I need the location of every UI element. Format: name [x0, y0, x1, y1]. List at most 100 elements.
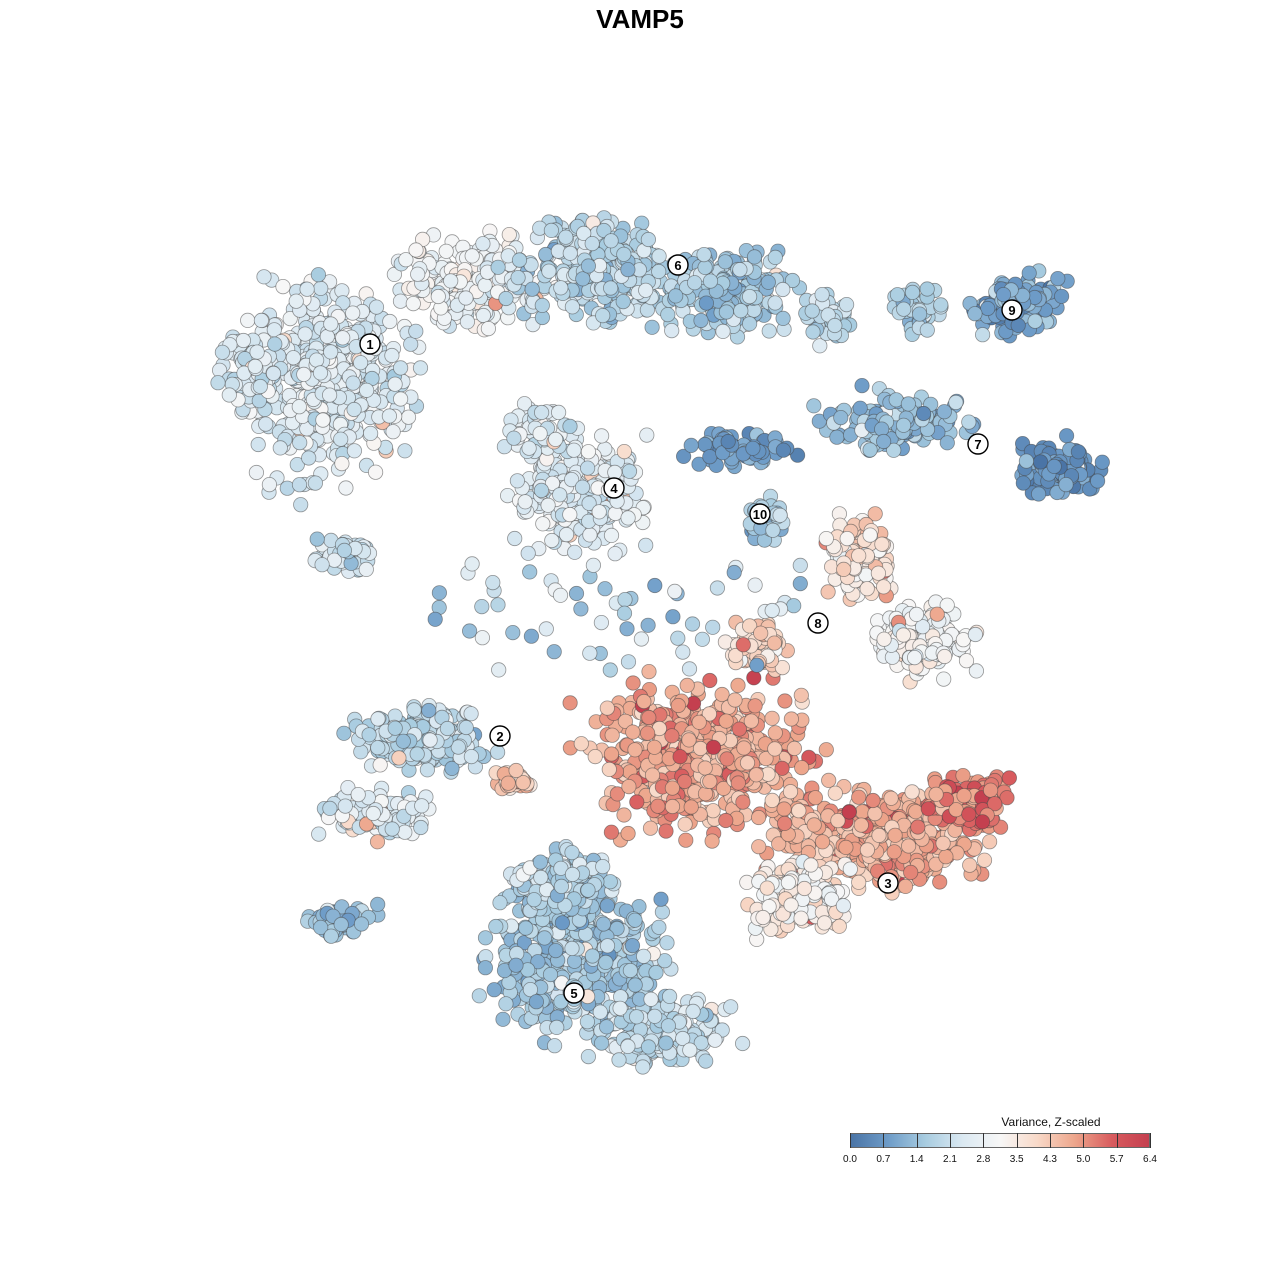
cell-point: [932, 874, 948, 890]
cell-point: [247, 358, 263, 374]
cell-point: [392, 293, 409, 309]
cell-point: [599, 898, 615, 914]
cell-point: [335, 330, 351, 346]
cell-point: [962, 857, 978, 873]
cell-point: [267, 336, 283, 352]
cell-point: [372, 757, 388, 773]
cell-point: [582, 527, 598, 543]
cell-point: [621, 463, 638, 479]
cell-point: [853, 817, 869, 833]
cell-point: [715, 323, 731, 339]
cell-point: [650, 798, 666, 814]
cell-point: [543, 222, 560, 238]
cell-point: [806, 398, 822, 414]
cell-point: [397, 443, 413, 459]
cell-point: [818, 742, 834, 758]
cell-point: [767, 295, 783, 311]
cell-point: [358, 382, 375, 398]
cell-point: [384, 347, 400, 364]
cell-point: [463, 748, 479, 765]
cell-point: [475, 307, 491, 324]
cell-point: [507, 530, 523, 547]
cell-point: [967, 626, 984, 643]
cell-point: [854, 804, 871, 820]
cell-point: [806, 817, 822, 833]
cell-point: [714, 686, 730, 703]
cell-point: [387, 376, 403, 392]
cell-point: [745, 440, 761, 456]
cell-point: [664, 728, 680, 744]
cell-point: [392, 360, 409, 376]
cell-point: [604, 727, 620, 743]
cell-point: [1027, 313, 1043, 329]
cell-point: [646, 739, 663, 755]
cell-point: [875, 433, 892, 450]
cell-point: [624, 937, 641, 954]
cell-point: [974, 327, 991, 343]
cell-point: [486, 982, 502, 998]
cell-point: [1032, 454, 1049, 470]
cell-point: [764, 710, 780, 726]
cell-point: [691, 714, 707, 730]
cell-point: [548, 942, 564, 959]
cell-point: [911, 306, 928, 322]
cell-point: [743, 713, 759, 729]
cell-point: [776, 815, 793, 832]
cell-point: [747, 698, 763, 714]
cell-point: [1090, 473, 1106, 489]
cell-points: [210, 210, 1110, 1075]
cell-point: [644, 767, 661, 783]
cell-point: [579, 460, 596, 476]
cell-point: [919, 281, 935, 297]
cell-point: [705, 739, 722, 755]
cell-point: [509, 473, 526, 489]
cell-point: [683, 799, 699, 815]
cell-point: [599, 700, 615, 716]
cell-point: [395, 733, 411, 749]
cell-point: [323, 928, 339, 944]
cell-point: [974, 814, 991, 830]
cell-point: [835, 898, 852, 914]
cell-point: [511, 252, 528, 268]
cell-point: [625, 724, 641, 740]
cell-point: [392, 391, 409, 407]
cell-point: [908, 606, 925, 623]
cell-point: [413, 819, 429, 836]
cell-point: [248, 464, 264, 481]
cell-point: [458, 290, 474, 306]
cell-point: [310, 267, 326, 283]
cell-point: [558, 526, 575, 543]
cell-point: [477, 277, 493, 293]
cell-point: [521, 440, 537, 456]
cell-point: [854, 377, 870, 394]
cell-point: [664, 780, 681, 796]
cell-point: [653, 891, 669, 907]
cell-point: [301, 450, 317, 466]
cell-point: [677, 816, 693, 832]
chart-title: VAMP5: [596, 4, 684, 34]
cell-point: [897, 878, 914, 895]
cell-point: [936, 404, 952, 420]
cell-point: [412, 360, 429, 376]
cell-point: [936, 648, 953, 665]
cell-point: [297, 326, 313, 342]
cell-point: [915, 405, 932, 422]
cell-point: [693, 312, 709, 329]
cell-point: [842, 861, 858, 877]
cell-point: [408, 323, 424, 339]
cell-point: [409, 746, 425, 762]
cell-point: [961, 806, 977, 822]
cell-point: [345, 305, 361, 321]
cell-point: [836, 561, 852, 578]
cell-point: [820, 584, 836, 600]
cell-point: [874, 536, 890, 552]
cell-point: [500, 775, 516, 791]
cell-point: [210, 375, 226, 391]
cell-point: [293, 497, 309, 513]
cell-point: [698, 295, 715, 311]
cell-point: [552, 487, 568, 503]
cell-point: [591, 504, 607, 520]
cell-point: [533, 482, 550, 498]
cell-point: [859, 581, 875, 597]
cell-point: [679, 677, 695, 694]
